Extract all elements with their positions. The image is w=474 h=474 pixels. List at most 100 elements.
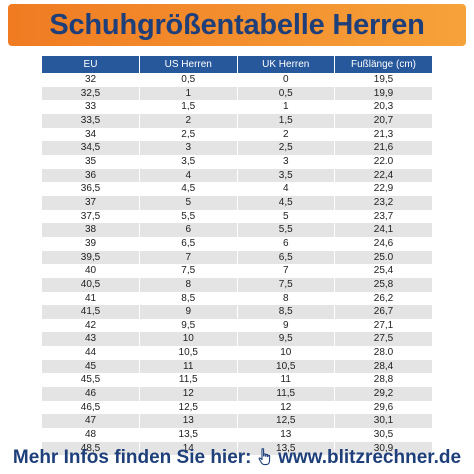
hand-pointer-icon — [258, 448, 272, 466]
size-table-container: EU US Herren UK Herren Fußlänge (cm) 32 0… — [42, 56, 432, 456]
size-table: EU US Herren UK Herren Fußlänge (cm) 32 0… — [42, 56, 432, 456]
cell-foot-length: 22.0 — [334, 154, 432, 169]
cell-foot-length: 29,2 — [334, 387, 432, 401]
cell-uk: 0 — [237, 73, 335, 87]
cell-us: 5,5 — [139, 209, 238, 224]
cell-us: 12 — [139, 387, 238, 401]
cell-uk: 10,5 — [237, 359, 335, 374]
table-row: 41 8,5 8 26,2 — [42, 291, 432, 306]
cell-us: 7,5 — [139, 264, 238, 278]
cell-eu: 34,5 — [42, 141, 140, 155]
cell-foot-length: 28.0 — [334, 346, 432, 360]
footer: Mehr Infos finden Sie hier: www.blitzrec… — [0, 444, 474, 472]
cell-eu: 39,5 — [42, 250, 140, 265]
cell-uk: 4 — [237, 182, 335, 196]
cell-uk: 5 — [237, 209, 335, 224]
cell-foot-length: 20,7 — [334, 113, 432, 128]
cell-uk: 3 — [237, 154, 335, 169]
cell-uk: 7,5 — [237, 277, 335, 292]
cell-eu: 32,5 — [42, 86, 140, 101]
cell-eu: 48 — [42, 428, 140, 442]
cell-uk: 6,5 — [237, 250, 335, 265]
table-row: 40,5 8 7,5 25,8 — [42, 277, 432, 292]
table-row: 35 3,5 3 22.0 — [42, 154, 432, 169]
table-row: 36 4 3,5 22,4 — [42, 168, 432, 183]
cell-us: 12,5 — [139, 400, 238, 415]
cell-foot-length: 28,8 — [334, 373, 432, 388]
cell-us: 8 — [139, 277, 238, 292]
cell-eu: 33,5 — [42, 113, 140, 128]
cell-us: 4 — [139, 168, 238, 183]
cell-uk: 0,5 — [237, 86, 335, 101]
table-row: 47 13 12,5 30,1 — [42, 414, 432, 429]
table-row: 39,5 7 6,5 25.0 — [42, 250, 432, 265]
cell-uk: 11 — [237, 373, 335, 388]
cell-eu: 38 — [42, 223, 140, 237]
cell-foot-length: 21,3 — [334, 127, 432, 142]
cell-foot-length: 26,2 — [334, 291, 432, 306]
cell-uk: 10 — [237, 346, 335, 360]
cell-eu: 41,5 — [42, 305, 140, 319]
cell-foot-length: 30,1 — [334, 414, 432, 429]
cell-foot-length: 26,7 — [334, 305, 432, 319]
cell-us: 13,5 — [139, 428, 238, 442]
cell-foot-length: 21,6 — [334, 141, 432, 155]
cell-eu: 46 — [42, 387, 140, 401]
cell-eu: 32 — [42, 73, 140, 87]
cell-uk: 7 — [237, 264, 335, 278]
table-row: 39 6,5 6 24,6 — [42, 236, 432, 251]
cell-us: 6,5 — [139, 236, 238, 251]
cell-us: 13 — [139, 414, 238, 429]
cell-uk: 1,5 — [237, 113, 335, 128]
cell-uk: 8,5 — [237, 305, 335, 319]
cell-foot-length: 19,9 — [334, 86, 432, 101]
cell-eu: 44 — [42, 346, 140, 360]
page-title: Schuhgrößentabelle Herren — [49, 8, 425, 41]
cell-uk: 8 — [237, 291, 335, 306]
cell-eu: 36 — [42, 168, 140, 183]
table-row: 32,5 1 0,5 19,9 — [42, 86, 432, 101]
cell-eu: 47 — [42, 414, 140, 429]
cell-foot-length: 30,9 — [334, 441, 432, 456]
cell-us: 8,5 — [139, 291, 238, 306]
cell-eu: 45 — [42, 359, 140, 374]
cell-foot-length: 24,6 — [334, 236, 432, 251]
cell-eu: 42 — [42, 318, 140, 333]
cell-uk: 3,5 — [237, 168, 335, 183]
cell-foot-length: 27,5 — [334, 332, 432, 347]
cell-eu: 43 — [42, 332, 140, 347]
cell-foot-length: 19,5 — [334, 73, 432, 87]
cell-foot-length: 29,6 — [334, 400, 432, 415]
cell-eu: 35 — [42, 154, 140, 169]
cell-us: 14 — [139, 441, 238, 456]
cell-uk: 9 — [237, 318, 335, 333]
table-row: 40 7,5 7 25,4 — [42, 264, 432, 278]
table-row: 45 11 10,5 28,4 — [42, 359, 432, 374]
footer-prefix: Mehr Infos finden Sie hier: — [12, 447, 252, 468]
footer-text: Mehr Infos finden Sie hier: www.blitzrec… — [13, 447, 461, 469]
table-row: 37,5 5,5 5 23,7 — [42, 209, 432, 224]
cell-us: 9 — [139, 305, 238, 319]
cell-us: 10 — [139, 332, 238, 347]
table-row: 43 10 9,5 27,5 — [42, 332, 432, 347]
table-row: 44 10,5 10 28.0 — [42, 346, 432, 360]
cell-foot-length: 24,1 — [334, 223, 432, 237]
cell-foot-length: 27,1 — [334, 318, 432, 333]
cell-eu: 36,5 — [42, 182, 140, 196]
cell-eu: 45,5 — [42, 373, 140, 388]
table-row: 36,5 4,5 4 22,9 — [42, 182, 432, 196]
column-header-uk: UK Herren — [237, 56, 335, 73]
cell-eu: 46,5 — [42, 400, 140, 415]
cell-eu: 40 — [42, 264, 140, 278]
cell-foot-length: 28,4 — [334, 359, 432, 374]
cell-foot-length: 22,9 — [334, 182, 432, 196]
cell-eu: 40,5 — [42, 277, 140, 292]
cell-eu: 37 — [42, 195, 140, 210]
table-row: 38 6 5,5 24,1 — [42, 223, 432, 237]
cell-us: 0,5 — [139, 73, 238, 87]
table-header-row: EU US Herren UK Herren Fußlänge (cm) — [42, 56, 432, 73]
website-link[interactable]: www.blitzrechner.de — [278, 447, 462, 468]
cell-uk: 13 — [237, 428, 335, 442]
table-row: 46 12 11,5 29,2 — [42, 387, 432, 401]
cell-uk: 12 — [237, 400, 335, 415]
